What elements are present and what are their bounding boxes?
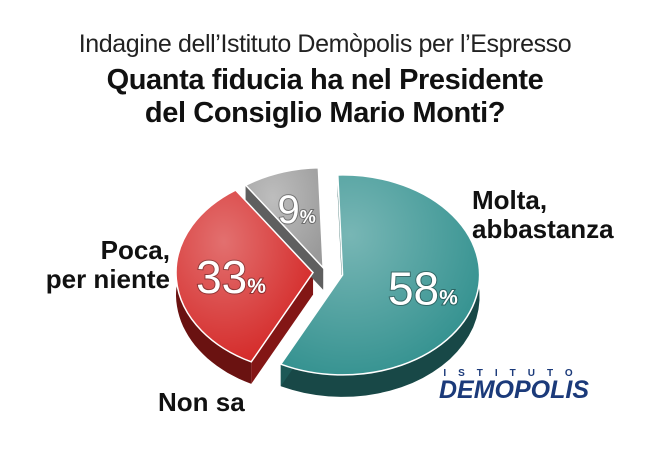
- legend-molta-abbastanza: Molta, abbastanza: [472, 186, 614, 244]
- legend-label-line: Molta,: [472, 185, 548, 215]
- pie-value-labels: 58% 33%9%: [195, 187, 459, 315]
- chart-title-line-2: del Consiglio Mario Monti?: [144, 97, 506, 129]
- pie-value-label: 9%: [277, 188, 315, 232]
- pie-slice-highlight: [245, 167, 324, 268]
- pie-slice-highlight: [176, 190, 314, 362]
- legend-label-line: Non sa: [158, 387, 245, 417]
- legend-label-line: abbastanza: [472, 214, 614, 244]
- chart-title-line-1: Quanta fiducia ha nel Presidente: [106, 64, 544, 96]
- pie-value-label: 58%: [388, 262, 458, 314]
- pie-slice-wall: [251, 272, 314, 384]
- pie-slice-highlight: [280, 174, 480, 375]
- legend-non-sa: Non sa: [158, 388, 245, 417]
- chart-subtitle: Indagine dell’Istituto Demòpolis per l’E…: [78, 30, 572, 58]
- chart-title: Quanta fiducia ha nel Presidente del Con…: [0, 64, 650, 130]
- legend-label-line: Poca,: [100, 235, 170, 265]
- demopolis-logo: ISTITUTO DEMOPOLIS: [414, 368, 614, 408]
- pie-value-label: 33%: [196, 251, 266, 303]
- logo-top-text: ISTITUTO: [443, 368, 585, 379]
- pie-slice-side: [280, 175, 480, 397]
- legend-poca-per-niente: Poca, per niente: [40, 236, 170, 294]
- legend-label-line: per niente: [45, 264, 170, 294]
- pie-tops: [175, 167, 481, 376]
- logo-main-text: DEMOPOLIS: [438, 376, 589, 404]
